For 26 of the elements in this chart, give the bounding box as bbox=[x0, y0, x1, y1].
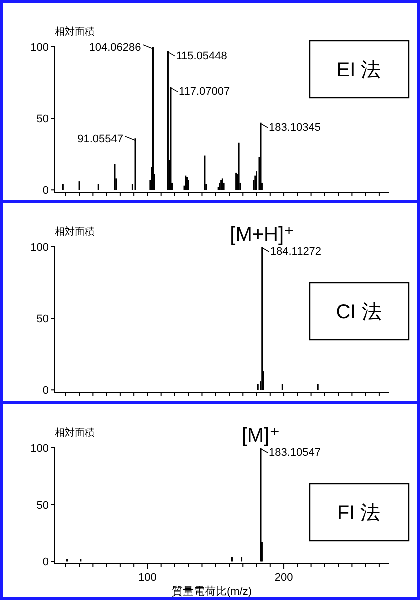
y-tick-label: 100 bbox=[30, 242, 49, 254]
y-tick-label: 0 bbox=[42, 556, 49, 569]
y-tick-label: 0 bbox=[42, 185, 49, 198]
y-axis-title: 相対面積 bbox=[55, 427, 95, 439]
y-tick-label: 50 bbox=[36, 114, 49, 126]
y-tick-label: 50 bbox=[36, 314, 49, 326]
x-axis-title: 質量電荷比(m/z) bbox=[172, 585, 252, 598]
annotation: 183.10547 bbox=[268, 447, 321, 459]
text: FI 法 bbox=[337, 502, 381, 524]
y-tick-label: 0 bbox=[42, 385, 49, 398]
text: EI 法 bbox=[336, 60, 382, 82]
y-tick-label: 100 bbox=[30, 42, 49, 54]
text: CI 法 bbox=[336, 302, 382, 324]
y-axis-title: 相対面積 bbox=[55, 226, 95, 238]
annotation: 104.06286 bbox=[89, 42, 142, 54]
annotation: 117.07007 bbox=[178, 86, 230, 98]
annotation: 183.10345 bbox=[268, 122, 321, 134]
annotation: 184.11272 bbox=[270, 246, 322, 258]
text: [M]⁺ bbox=[242, 425, 280, 447]
x-tick-label: 200 bbox=[274, 572, 294, 584]
annotation: 115.05448 bbox=[176, 50, 228, 62]
y-axis-title: 相対面積 bbox=[55, 26, 95, 38]
annotation: 91.05547 bbox=[78, 134, 124, 146]
text: [M+H]⁺ bbox=[230, 224, 295, 246]
y-tick-label: 100 bbox=[30, 443, 49, 455]
y-tick-label: 50 bbox=[36, 500, 49, 512]
